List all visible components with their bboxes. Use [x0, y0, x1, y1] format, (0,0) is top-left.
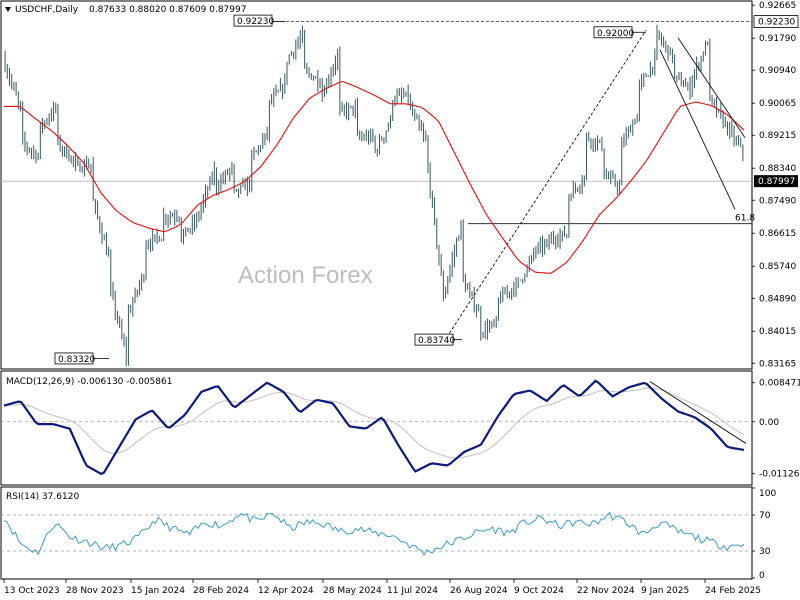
chevron-down-icon[interactable] — [5, 7, 11, 12]
price-axis-label: 0.85740 — [759, 262, 796, 272]
high-price-tag: 0.92230 — [753, 15, 799, 29]
current-price-tag: 0.87997 — [754, 175, 798, 188]
channel-upper-line — [677, 37, 746, 138]
price-extreme-text: 0.92230 — [237, 17, 274, 27]
channel-lower-line — [659, 49, 736, 210]
time-axis-label: 28 Nov 2023 — [66, 586, 124, 596]
price-extreme-text: 0.92000 — [597, 29, 634, 39]
price-extreme-label: 0.83740 — [414, 333, 455, 346]
price-axis-label: 0.90065 — [759, 99, 796, 109]
time-axis-label: 9 Jan 2025 — [641, 586, 689, 596]
time-axis: 13 Oct 2023 28 Nov 2023 15 Jan 2024 28 Feb … — [3, 579, 761, 596]
rsi-axis-label: 100 — [759, 489, 776, 499]
rsi-gridlines — [1, 514, 752, 552]
time-axis-label: 26 Aug 2024 — [450, 586, 508, 596]
ohlc-readout: 0.87633 0.88020 0.87609 0.87997 — [89, 5, 246, 15]
price-axis-label: 0.87490 — [759, 196, 796, 206]
uptrend-line — [443, 30, 647, 342]
price-extreme-label: 0.92000 — [593, 26, 634, 39]
macd-axis-label: -0.011265 — [759, 470, 800, 480]
price-axis-label: 0.84890 — [759, 294, 796, 304]
time-axis-label: 11 Jul 2024 — [387, 586, 438, 596]
macd-line — [3, 379, 745, 476]
price-axis-label: 0.84015 — [759, 327, 796, 337]
macd-axis-label: 0.00 — [759, 418, 779, 428]
price-extreme-label: 0.92230 — [233, 14, 274, 27]
time-axis-label: 12 Apr 2024 — [258, 586, 314, 596]
price-annotations: 0.92230 0.83320 0.83740 0.92000 61.8 — [54, 14, 755, 365]
price-bars — [4, 24, 744, 367]
time-axis-label: 24 Feb 2025 — [705, 586, 761, 596]
price-axis-label: 0.88340 — [759, 164, 796, 174]
time-axis-label: 22 Nov 2024 — [577, 586, 635, 596]
watermark: Action Forex — [238, 262, 373, 289]
chart-header: USDCHF,Daily 0.87633 0.88020 0.87609 0.8… — [5, 5, 246, 15]
time-axis-label: 28 May 2024 — [323, 586, 382, 596]
macd-trend-segment — [649, 381, 747, 444]
price-extreme-label: 0.83320 — [54, 352, 95, 365]
price-axis-label: 0.86615 — [759, 229, 796, 239]
rsi-axis-label: 30 — [759, 547, 771, 557]
price-axis-label: 0.89215 — [759, 131, 796, 141]
time-axis-label: 9 Oct 2024 — [514, 586, 564, 596]
rsi-panel: RSI(14) 37.6120 100 70 30 0 — [0, 486, 776, 581]
symbol-label: USDCHF,Daily — [15, 5, 79, 15]
time-axis-label: 15 Jan 2024 — [131, 586, 185, 596]
fibonacci-label: 61.8 — [735, 214, 755, 224]
rsi-axis: 100 70 30 0 — [752, 487, 776, 581]
rsi-line — [3, 511, 745, 556]
price-axis-label: 0.92665 — [759, 1, 796, 11]
rsi-axis-label: 70 — [759, 511, 771, 521]
price-axis: 0.92665 0.91790 0.90940 0.90065 0.89215 0.883… — [752, 1, 799, 369]
macd-axis: 0.008471 0.00 -0.011265 — [752, 379, 800, 480]
time-axis-label: 28 Feb 2024 — [193, 586, 249, 596]
price-extreme-text: 0.83320 — [58, 355, 95, 365]
rsi-axis-label: 0 — [759, 571, 765, 581]
price-axis-label: 0.83165 — [759, 359, 796, 369]
rsi-title: RSI(14) 37.6120 — [6, 492, 79, 502]
price-axis-label: 0.90940 — [759, 66, 796, 76]
price-panel: Action Forex 0.92230 0.83320 0.83740 0.9200… — [0, 0, 799, 370]
macd-axis-label: 0.008471 — [759, 379, 800, 389]
current-price-tag-text: 0.87997 — [758, 177, 795, 187]
price-extreme-text: 0.83740 — [418, 336, 455, 346]
price-axis-label: 0.91790 — [759, 34, 796, 44]
macd-title: MACD(12,26,9) -0.006130 -0.005861 — [6, 377, 172, 387]
macd-panel: MACD(12,26,9) -0.006130 -0.005861 0.0084… — [0, 370, 800, 486]
high-price-tag-text: 0.92230 — [758, 18, 795, 28]
macd-trendline — [649, 381, 747, 444]
moving-average-line — [4, 80, 745, 274]
time-axis-label: 13 Oct 2023 — [4, 586, 60, 596]
price-gridlines — [0, 21, 752, 225]
